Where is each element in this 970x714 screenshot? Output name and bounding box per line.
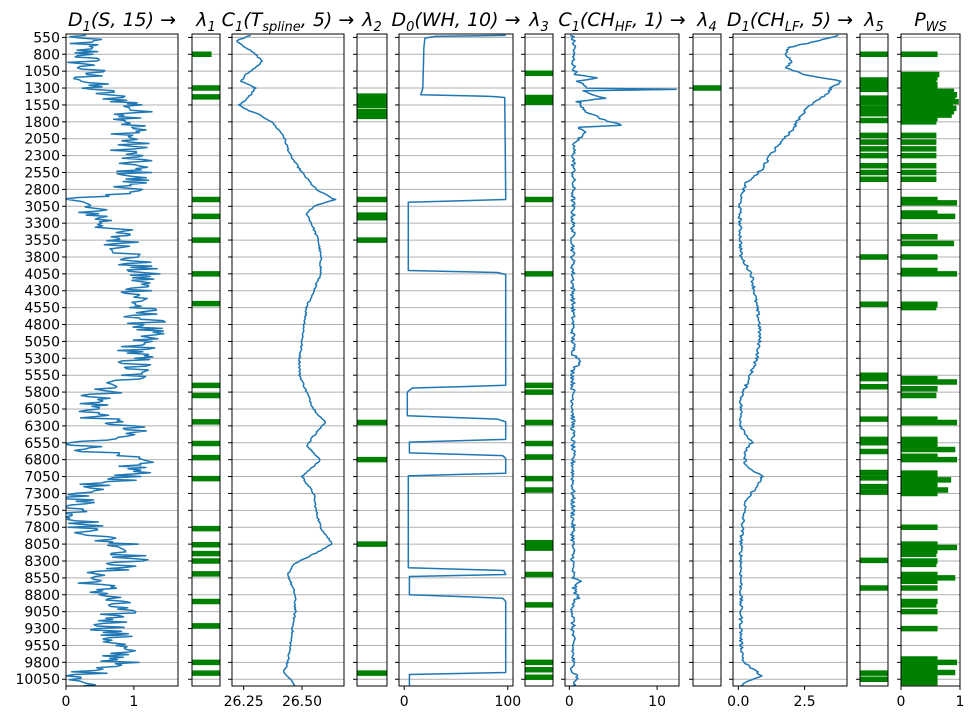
depth-tick-label: 7550 bbox=[24, 503, 60, 519]
depth-tick-label: 8550 bbox=[24, 571, 60, 587]
depth-tick-label: 2050 bbox=[24, 132, 60, 148]
depth-tick-label: 8050 bbox=[24, 537, 60, 553]
x-tick-label: 0 bbox=[62, 694, 71, 710]
depth-tick-label: 1800 bbox=[24, 115, 60, 131]
depth-tick-label: 5300 bbox=[24, 351, 60, 367]
panel-p8: λ4 bbox=[689, 9, 722, 687]
depth-tick-label: 3300 bbox=[24, 216, 60, 232]
panel-title: C1(CHHF, 1) → bbox=[558, 9, 685, 35]
panel-p5: 0 100 D0(WH, 10) → bbox=[391, 9, 521, 710]
depth-tick-label: 3800 bbox=[24, 250, 60, 266]
x-tick-label: 100 bbox=[494, 694, 521, 710]
series-line bbox=[236, 34, 337, 686]
panel-title: C1(Tspline, 5) → bbox=[222, 9, 355, 35]
depth-tick-label: 3050 bbox=[24, 199, 60, 215]
depth-tick-label: 4300 bbox=[24, 284, 60, 300]
depth-tick-label: 10050 bbox=[15, 672, 60, 688]
panel-title: D0(WH, 10) → bbox=[391, 9, 520, 35]
depth-tick-label: 9300 bbox=[24, 622, 60, 638]
series-line bbox=[569, 34, 677, 686]
panel-p4: λ2 bbox=[353, 9, 388, 687]
depth-tick-label: 550 bbox=[33, 30, 60, 46]
x-tick-label: 0.0 bbox=[727, 694, 749, 710]
depth-tick-label: 6050 bbox=[24, 402, 60, 418]
depth-tick-label: 7300 bbox=[24, 486, 60, 502]
x-tick-label: 10 bbox=[648, 694, 666, 710]
series-line bbox=[66, 34, 167, 686]
depth-tick-label: 3550 bbox=[24, 233, 60, 249]
depth-tick-label: 2300 bbox=[24, 149, 60, 165]
panel-title: λ5 bbox=[863, 9, 884, 35]
depth-tick-label: 8300 bbox=[24, 554, 60, 570]
depth-tick-label: 9050 bbox=[24, 605, 60, 621]
depth-tick-label: 4050 bbox=[24, 267, 60, 283]
depth-tick-label: 5550 bbox=[24, 368, 60, 384]
panel-p11: 0 1 PWS bbox=[897, 9, 965, 710]
panel-p10: λ5 bbox=[856, 9, 889, 687]
panel-p6: λ3 bbox=[521, 9, 554, 687]
panel-frame bbox=[231, 33, 345, 687]
depth-tick-label: 800 bbox=[33, 47, 60, 63]
panel-title: λ4 bbox=[696, 9, 717, 35]
panel-p7: 0 10 C1(CHHF, 1) → bbox=[558, 9, 685, 710]
panel-frame bbox=[191, 33, 221, 687]
depth-tick-label: 7050 bbox=[24, 470, 60, 486]
depth-tick-label: 5800 bbox=[24, 385, 60, 401]
depth-tick-label: 4550 bbox=[24, 301, 60, 317]
panel-frame bbox=[398, 33, 514, 687]
x-tick-label: 2.5 bbox=[793, 694, 815, 710]
panel-p2: λ1 bbox=[188, 9, 221, 687]
panel-frame bbox=[859, 33, 889, 687]
depth-tick-label: 2550 bbox=[24, 166, 60, 182]
panel-frame bbox=[692, 33, 722, 687]
panel-frame bbox=[732, 33, 848, 687]
panel-p9: 0.0 2.5 D1(CHLF, 5) → bbox=[727, 9, 853, 710]
depth-tick-label: 6800 bbox=[24, 453, 60, 469]
panel-p3: 26.25 26.50 C1(Tspline, 5) → bbox=[222, 9, 355, 710]
depth-tick-label: 1050 bbox=[24, 64, 60, 80]
depth-tick-label: 6550 bbox=[24, 436, 60, 452]
panel-title: D1(CHLF, 5) → bbox=[727, 9, 853, 35]
depth-tick-label: 1550 bbox=[24, 98, 60, 114]
panel-title: λ1 bbox=[195, 9, 216, 35]
panel-frame bbox=[65, 33, 179, 687]
depth-tick-label: 5050 bbox=[24, 334, 60, 350]
panel-frame bbox=[900, 33, 961, 687]
x-tick-label: 0 bbox=[565, 694, 574, 710]
x-tick-label: 26.25 bbox=[224, 694, 264, 710]
x-tick-label: 1 bbox=[129, 694, 138, 710]
x-tick-label: 26.50 bbox=[282, 694, 322, 710]
depth-tick-label: 2800 bbox=[24, 182, 60, 198]
panel-frame bbox=[564, 33, 680, 687]
x-tick-label: 1 bbox=[956, 694, 965, 710]
x-tick-label: 0 bbox=[400, 694, 409, 710]
depth-tick-label: 9800 bbox=[24, 655, 60, 671]
panel-title: PWS bbox=[914, 9, 947, 35]
series-line bbox=[737, 34, 842, 686]
panel-title: λ2 bbox=[361, 9, 382, 35]
depth-tick-label: 9550 bbox=[24, 638, 60, 654]
depth-tick-label: 7800 bbox=[24, 520, 60, 536]
panel-title: D1(S, 15) → bbox=[68, 9, 176, 35]
panel-frame bbox=[524, 33, 554, 687]
panel-p1: 0 1 D1(S, 15) → bbox=[62, 9, 179, 710]
depth-tick-label: 6300 bbox=[24, 419, 60, 435]
series-line bbox=[406, 34, 507, 686]
depth-tick-label: 4800 bbox=[24, 318, 60, 334]
panel-title: λ3 bbox=[528, 9, 549, 35]
x-tick-label: 0 bbox=[897, 694, 906, 710]
depth-tick-label: 1300 bbox=[24, 81, 60, 97]
panel-frame bbox=[356, 33, 388, 687]
depth-tick-label: 8800 bbox=[24, 588, 60, 604]
